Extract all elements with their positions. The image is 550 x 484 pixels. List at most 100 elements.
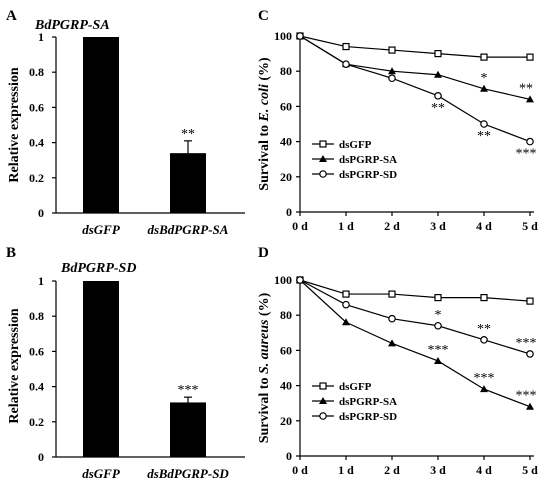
- y-tick-label: 0.6: [29, 100, 44, 114]
- data-point-square: [434, 49, 442, 58]
- y-tick-label: 0.8: [29, 309, 44, 323]
- panel-d-ylabel: Survival to S. aureus (%): [257, 292, 272, 443]
- legend-label: dsPGRP-SA: [339, 154, 397, 166]
- data-point-square: [480, 294, 488, 302]
- series-line-dsPGRP-SA: [299, 35, 531, 100]
- panel-letter-b: B: [6, 245, 16, 261]
- series-line-dsPGRP-SD: [299, 279, 531, 355]
- significance-label: **: [477, 322, 491, 337]
- y-tick-label: 0: [286, 449, 292, 463]
- series-line-dsGFP: [299, 279, 531, 302]
- significance-label: ***: [474, 371, 495, 386]
- bar: [83, 37, 119, 213]
- legend-label: dsPGRP-SD: [339, 411, 397, 423]
- series-line-dsPGRP-SD: [299, 35, 531, 143]
- y-tick-label: 0.4: [29, 380, 44, 394]
- y-tick-label: 0.2: [29, 415, 44, 429]
- y-tick-label: 60: [280, 99, 292, 113]
- x-tick-label: 2 d: [384, 463, 400, 477]
- y-tick-label: 1: [38, 274, 44, 288]
- x-tick-label: 4 d: [476, 219, 492, 233]
- data-point-triangle: [434, 70, 442, 78]
- y-tick-label: 0.2: [29, 171, 44, 185]
- x-tick-label: 3 d: [430, 463, 446, 477]
- data-point-square: [434, 294, 442, 302]
- bar: [170, 153, 206, 213]
- panel-d: D Survival to S. aureus (%) 0 20 40 60 80 100…: [257, 245, 538, 477]
- data-point-circle: [342, 300, 350, 309]
- data-point-circle: [296, 32, 304, 40]
- panel-d-ylabel-pre: Survival to: [257, 374, 272, 443]
- panel-b-ylabel: Relative expression: [7, 308, 22, 423]
- y-tick-label: 1: [38, 30, 44, 44]
- panel-c-ylabel-pre: Survival to: [257, 121, 272, 190]
- panel-b-title: BdPGRP-SD: [60, 261, 136, 276]
- panel-a-title: BdPGRP-SA: [34, 18, 110, 33]
- data-point-square: [342, 290, 350, 298]
- panel-letter-a: A: [6, 8, 17, 24]
- y-tick-label: 80: [280, 64, 292, 78]
- data-point-triangle: [480, 84, 488, 92]
- series-line-dsPGRP-SA: [299, 279, 531, 408]
- panel-b: B BdPGRP-SD Relative expression 0 0.2 0.4 0…: [6, 245, 245, 481]
- significance-label: **: [477, 129, 491, 144]
- x-tick-label: 3 d: [430, 219, 446, 233]
- data-point-circle: [526, 350, 534, 358]
- data-point-triangle: [342, 318, 350, 326]
- data-point-circle: [434, 321, 442, 330]
- x-tick-label: 5 d: [522, 219, 538, 233]
- data-point-triangle: [526, 402, 534, 410]
- significance-label: ***: [516, 336, 537, 351]
- legend-label: dsPGRP-SD: [339, 169, 397, 181]
- y-tick-label: 0.4: [29, 136, 44, 150]
- panel-d-ylabel-post: (%): [257, 292, 272, 319]
- significance-label: **: [181, 127, 195, 142]
- x-tick-label: 5 d: [522, 463, 538, 477]
- significance-label: ***: [428, 343, 449, 358]
- y-tick-label: 100: [274, 29, 292, 43]
- significance-label: ***: [178, 383, 199, 398]
- data-point-square: [319, 140, 327, 148]
- data-point-triangle: [526, 95, 534, 103]
- x-category-label: dsGFP: [82, 222, 121, 237]
- data-point-circle: [526, 137, 534, 146]
- significance-label: ***: [516, 389, 537, 404]
- data-point-triangle: [388, 67, 396, 75]
- legend-label: dsPGRP-SA: [339, 396, 397, 408]
- significance-label: **: [519, 81, 533, 96]
- bar: [170, 402, 206, 457]
- y-tick-label: 0: [286, 205, 292, 219]
- panel-a: A BdPGRP-SA Relative expression 0 0.2 0.4 0…: [6, 8, 245, 237]
- significance-label: ***: [516, 147, 537, 162]
- data-point-square: [342, 42, 350, 51]
- data-point-circle: [480, 120, 488, 128]
- data-point-circle: [388, 314, 396, 323]
- y-tick-label: 80: [280, 308, 292, 322]
- data-point-square: [388, 46, 396, 54]
- panel-c-ylabel: Survival to E. coli (%): [257, 57, 272, 191]
- x-tick-label: 0 d: [292, 219, 308, 233]
- y-tick-label: 40: [280, 379, 292, 393]
- data-point-square: [388, 290, 396, 298]
- significance-label: *: [481, 71, 488, 86]
- x-tick-label: 2 d: [384, 219, 400, 233]
- y-tick-label: 0.6: [29, 344, 44, 358]
- y-tick-label: 20: [280, 170, 292, 184]
- x-tick-label: 4 d: [476, 463, 492, 477]
- y-tick-label: 60: [280, 343, 292, 357]
- data-point-circle: [296, 276, 304, 284]
- data-point-square: [480, 53, 488, 61]
- data-point-triangle: [319, 155, 327, 162]
- data-point-circle: [342, 60, 350, 68]
- y-tick-label: 20: [280, 414, 292, 428]
- data-point-square: [526, 297, 534, 305]
- data-point-circle: [319, 412, 327, 420]
- y-tick-label: 40: [280, 135, 292, 149]
- y-tick-label: 0: [38, 206, 44, 220]
- x-tick-label: 1 d: [338, 219, 354, 233]
- panel-d-ylabel-em: S. aureus: [257, 319, 272, 374]
- legend-label: dsGFP: [339, 139, 372, 151]
- significance-label: *: [435, 308, 442, 323]
- data-point-circle: [319, 170, 327, 178]
